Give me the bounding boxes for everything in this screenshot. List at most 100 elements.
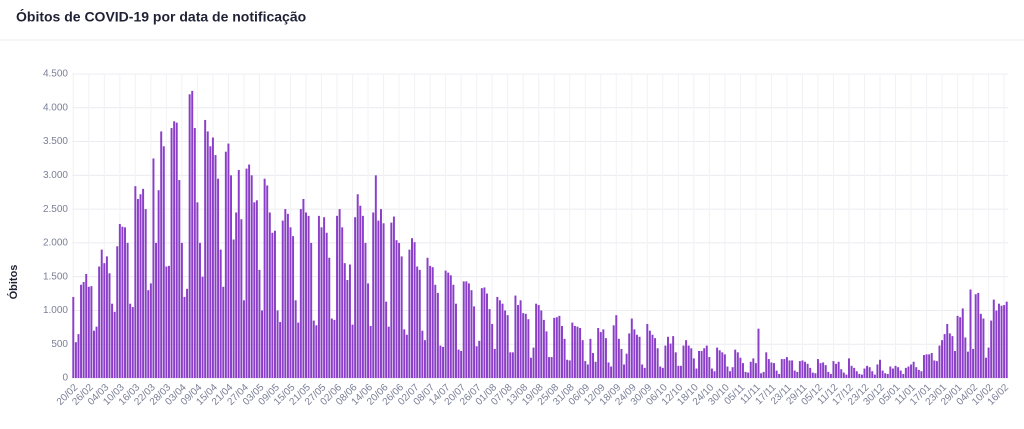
bar — [770, 362, 773, 378]
bar — [620, 348, 623, 378]
bar — [641, 364, 644, 378]
bar — [1000, 305, 1003, 378]
bar — [235, 212, 238, 378]
bar — [147, 290, 150, 378]
bar — [204, 119, 207, 378]
bar — [848, 358, 850, 378]
bar — [431, 267, 434, 378]
bar — [292, 236, 295, 378]
bar — [925, 354, 928, 378]
bar — [237, 169, 240, 378]
bar — [82, 282, 85, 378]
bar — [718, 350, 721, 378]
bar — [359, 205, 362, 378]
bar — [928, 354, 931, 378]
bar — [827, 371, 830, 378]
bar — [739, 357, 742, 378]
bar — [698, 350, 700, 378]
bar — [734, 349, 737, 378]
y-tick-label: 500 — [51, 339, 68, 350]
bar — [654, 338, 657, 378]
bar — [791, 360, 794, 378]
bar — [504, 310, 507, 378]
bar — [979, 313, 982, 378]
bar — [736, 352, 739, 378]
bar — [773, 363, 775, 378]
bar — [974, 294, 977, 378]
bar — [152, 158, 155, 378]
bar — [380, 209, 382, 378]
bar — [328, 257, 331, 378]
bar — [685, 340, 688, 378]
bar — [436, 292, 439, 378]
bar — [793, 370, 796, 378]
y-tick-label: 1.000 — [43, 305, 68, 316]
bar — [659, 366, 662, 378]
bar — [747, 372, 750, 378]
bar — [584, 361, 587, 378]
bar — [142, 188, 145, 378]
bar — [92, 330, 95, 378]
bar — [853, 367, 856, 378]
bar — [411, 238, 413, 378]
bar — [149, 283, 152, 378]
bar — [801, 360, 804, 378]
bar — [798, 361, 801, 378]
bar — [511, 352, 514, 378]
bar — [72, 296, 75, 378]
bar — [178, 180, 181, 378]
bar — [289, 227, 292, 378]
bar — [692, 358, 695, 378]
bar — [646, 323, 649, 378]
bar — [628, 333, 631, 378]
bar — [625, 353, 628, 378]
bar — [589, 338, 592, 378]
bar — [126, 242, 129, 378]
bar — [452, 284, 455, 378]
bar — [954, 350, 956, 378]
bar — [576, 326, 579, 378]
bar — [131, 307, 134, 378]
bar — [449, 275, 452, 378]
y-tick-label: 4.000 — [43, 102, 68, 113]
bar — [902, 373, 905, 378]
bar — [374, 175, 377, 378]
bar — [286, 213, 289, 378]
bar — [729, 371, 732, 378]
bar — [473, 306, 476, 378]
bar — [227, 143, 230, 378]
bar — [948, 333, 951, 378]
bar — [586, 364, 589, 378]
bar — [845, 374, 848, 378]
bar — [778, 373, 781, 378]
bar — [995, 310, 998, 378]
bar — [855, 371, 858, 378]
bar — [186, 288, 189, 378]
bar — [498, 300, 501, 378]
bar — [95, 326, 98, 378]
bar — [390, 222, 393, 378]
chart-title: Óbitos de COVID-19 por data de notificaç… — [16, 8, 306, 25]
bar — [990, 320, 993, 378]
bar — [829, 373, 832, 378]
bar — [571, 322, 574, 378]
bar — [255, 200, 258, 378]
bar — [219, 249, 222, 378]
bar — [741, 363, 744, 378]
bar — [527, 319, 530, 378]
bar — [607, 362, 610, 378]
bar — [240, 219, 243, 378]
bar — [103, 263, 106, 378]
bar — [623, 364, 626, 378]
bar — [98, 266, 101, 378]
bar — [930, 353, 933, 378]
bar — [581, 340, 584, 378]
bar — [579, 328, 582, 378]
bar — [824, 365, 827, 378]
bar — [726, 366, 729, 378]
bar — [667, 336, 669, 378]
bar — [708, 357, 711, 378]
bar — [529, 357, 532, 378]
bar — [548, 357, 551, 378]
bar — [638, 336, 641, 378]
